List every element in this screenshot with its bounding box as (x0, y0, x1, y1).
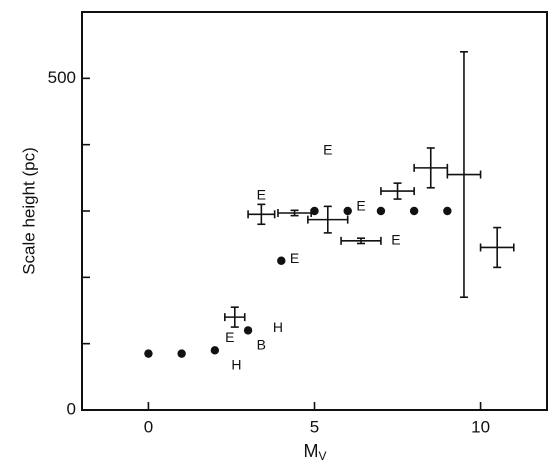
y-axis-label: Scale height (pc) (19, 147, 38, 275)
error-bar (224, 306, 246, 328)
point-letter: E (257, 186, 266, 202)
point (443, 206, 452, 216)
point-letter: B (257, 336, 266, 352)
error-bar (380, 182, 415, 200)
point-letter: E (391, 232, 400, 248)
point (409, 206, 419, 216)
x-tick-label: 5 (310, 417, 319, 436)
x-label-main: M (303, 441, 318, 461)
error-bar (247, 203, 276, 226)
error-bar (479, 226, 515, 269)
point-letter: H (231, 356, 241, 372)
point (144, 349, 153, 358)
error-bar (307, 205, 349, 234)
point (210, 346, 220, 355)
point-letter: E (225, 329, 234, 345)
error-bar (413, 147, 449, 189)
point (177, 349, 186, 358)
x-label-sub: V (318, 449, 326, 463)
x-tick-label: 10 (471, 417, 490, 436)
y-tick-label: 0 (67, 399, 76, 418)
point (310, 206, 319, 216)
point-letter: E (323, 141, 332, 157)
x-axis-label: MV (303, 441, 326, 463)
point (277, 256, 286, 265)
error-bar (277, 208, 312, 217)
point-letter: H (273, 319, 283, 335)
point-letter: E (290, 250, 299, 266)
point-letter: E (356, 198, 365, 214)
error-bar (446, 50, 482, 299)
error-bar (340, 236, 382, 245)
point (243, 326, 253, 335)
y-tick-label: 500 (48, 68, 76, 87)
point (376, 206, 386, 216)
point (343, 206, 352, 216)
x-tick-label: 0 (144, 417, 153, 436)
